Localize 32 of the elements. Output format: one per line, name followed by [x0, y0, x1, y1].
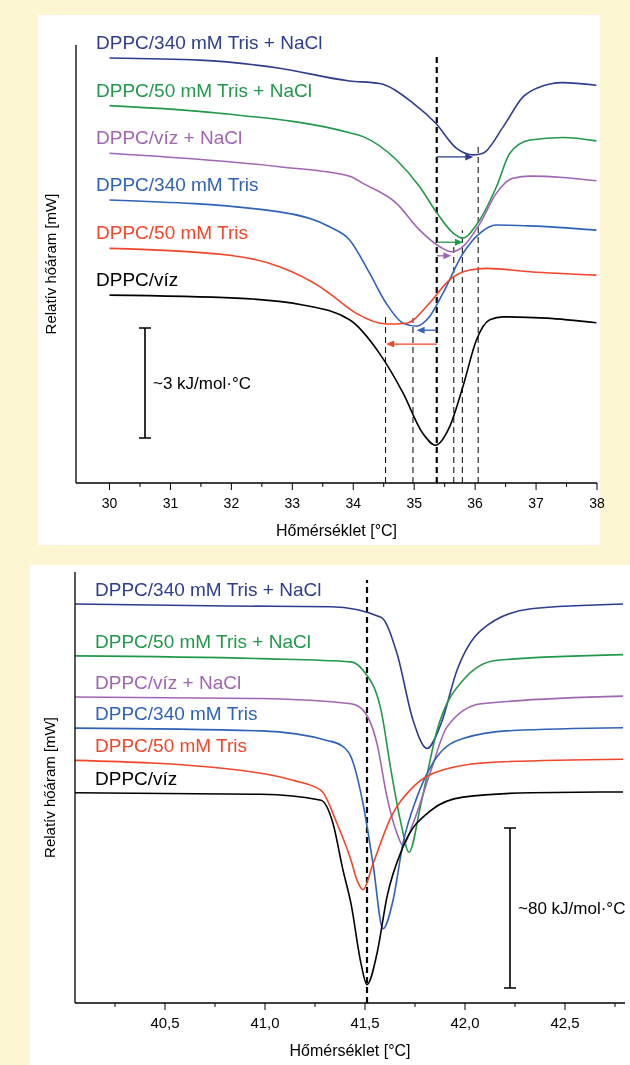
x-tick-label: 40,5 [150, 1014, 180, 1031]
x-tick-label: 31 [162, 495, 179, 511]
x-tick-label: 41,5 [350, 1014, 380, 1031]
annotation: ~3 kJ/mol·°C [153, 374, 251, 393]
x-tick-label: 30 [101, 495, 118, 511]
x-tick-label: 33 [284, 495, 301, 511]
y-axis-title: Relatív hőáram [mW] [41, 717, 58, 858]
x-tick-label: 41,0 [250, 1014, 280, 1031]
x-tick-label: 37 [528, 495, 545, 511]
series-label: DPPC/víz [96, 269, 179, 291]
annotation: ~80 kJ/mol·°C [518, 899, 626, 918]
x-tick-label: 36 [467, 495, 484, 511]
series-label: DPPC/víz [95, 767, 178, 789]
series-label: DPPC/50 mM Tris [96, 222, 249, 244]
series-label: DPPC/340 mM Tris [95, 703, 258, 725]
x-axis-title: Hőmérséklet [°C] [275, 522, 398, 539]
series-label: DPPC/340 mM Tris + NaCl [95, 579, 322, 600]
x-tick-label: 38 [589, 495, 605, 511]
series-label: DPPC/340 mM Tris + NaCl [96, 32, 323, 53]
series-label: DPPC/50 mM Tris + NaCl [95, 630, 311, 652]
y-axis-title: Relatív hőáram [mW] [42, 193, 59, 335]
x-tick-label: 42,5 [550, 1014, 580, 1031]
x-tick-label: 42,0 [450, 1014, 480, 1031]
series-label: DPPC/340 mM Tris [96, 173, 259, 195]
series-label: DPPC/víz + NaCl [95, 671, 242, 693]
x-tick-label: 35 [406, 495, 423, 511]
series-label: DPPC/50 mM Tris + NaCl [96, 79, 312, 101]
x-tick-label: 32 [223, 495, 240, 511]
x-tick-label: 34 [345, 495, 362, 511]
x-axis-title: Hőmérséklet [°C] [289, 1042, 411, 1059]
series-label: DPPC/50 mM Tris [95, 735, 248, 757]
series-label: DPPC/víz + NaCl [96, 127, 243, 149]
